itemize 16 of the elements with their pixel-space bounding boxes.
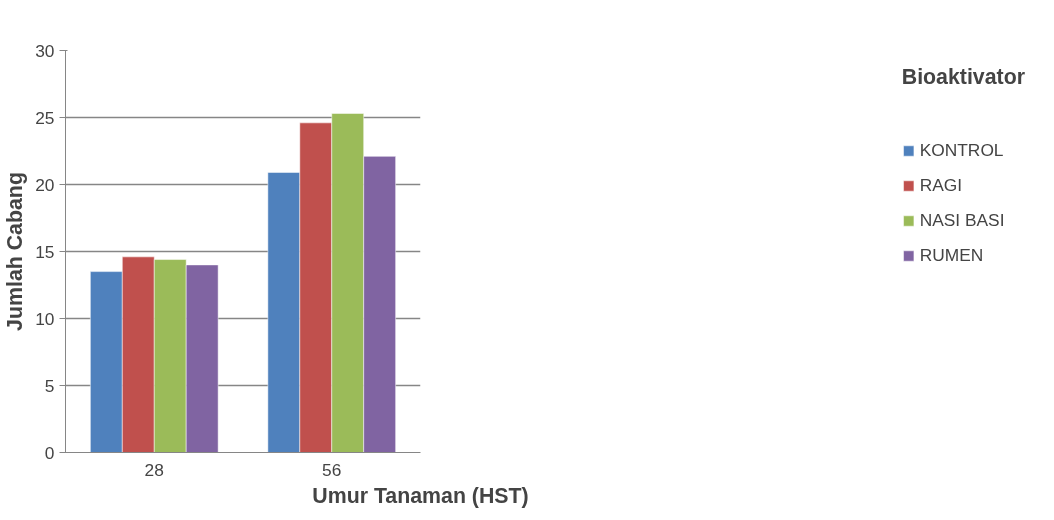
- y-axis-title: Jumlah Cabang: [3, 172, 28, 331]
- y-tick-label: 0: [44, 442, 55, 463]
- legend-label: NASI BASI: [919, 210, 1005, 231]
- y-tick-label: 5: [44, 375, 55, 396]
- x-tick-label: 56: [322, 459, 342, 480]
- legend-title: Bioaktivator: [901, 65, 1025, 90]
- legend-label: RAGI: [919, 175, 963, 196]
- y-tick-label: 20: [35, 174, 55, 195]
- legend-label: KONTROL: [919, 140, 1004, 161]
- y-tick-label: 15: [35, 241, 55, 262]
- y-tick-label: 30: [35, 40, 55, 61]
- x-axis-title: Umur Tanaman (HST): [312, 483, 529, 508]
- y-tick-label: 25: [35, 107, 55, 128]
- x-tick-label: 28: [144, 459, 164, 480]
- legend-label: RUMEN: [919, 245, 984, 266]
- y-tick-label: 10: [35, 308, 55, 329]
